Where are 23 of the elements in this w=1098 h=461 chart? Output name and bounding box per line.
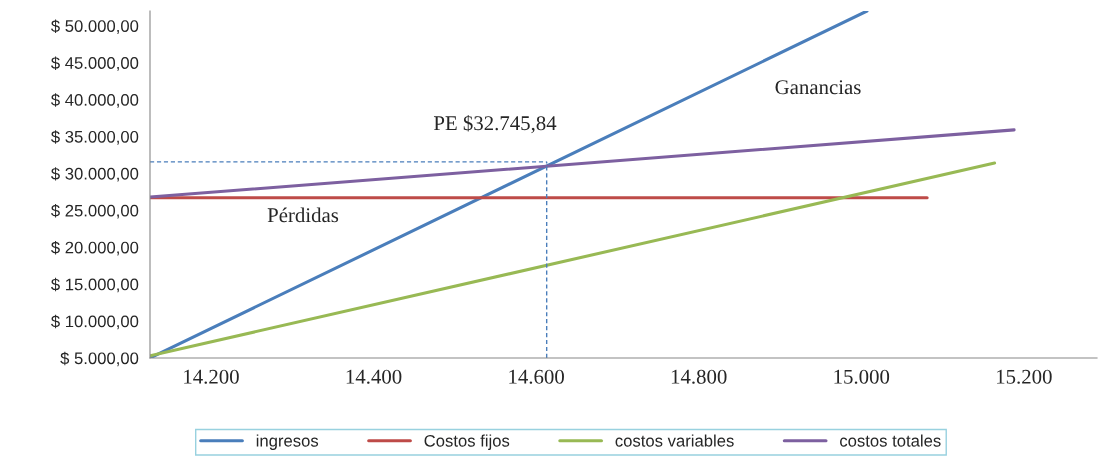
y-tick-label: $ 20.000,00 xyxy=(51,240,139,256)
y-tick-label: $ 45.000,00 xyxy=(51,56,139,71)
y-tick-label: $ 5.000,00 xyxy=(60,351,139,367)
legend-label: costos totales xyxy=(840,434,941,447)
y-tick-label: $ 35.000,00 xyxy=(51,130,139,145)
y-tick-label: $ 25.000,00 xyxy=(51,204,139,219)
x-tick-label: 14.200 xyxy=(184,369,239,384)
legend-label: Costos fijos xyxy=(424,434,510,450)
y-tick-label: $ 50.000,00 xyxy=(51,19,139,34)
legend-label: costos variables xyxy=(615,434,734,447)
annotation: Pérdidas xyxy=(267,207,339,223)
x-tick-label: 15.200 xyxy=(997,369,1052,384)
x-tick-label: 14.600 xyxy=(509,369,564,384)
y-tick-label: $ 10.000,00 xyxy=(51,314,139,330)
y-tick-label: $ 15.000,00 xyxy=(51,277,139,293)
y-tick-label: $ 30.000,00 xyxy=(51,167,139,182)
annotation: PE $32.745,84 xyxy=(433,114,557,134)
x-tick-label: 14.800 xyxy=(671,369,727,384)
x-tick-label: 14.400 xyxy=(346,369,402,384)
y-tick-label: $ 40.000,00 xyxy=(51,93,139,108)
annotation: Ganancias xyxy=(775,80,861,95)
x-tick-label: 15.000 xyxy=(834,369,890,384)
legend-label: ingresos xyxy=(256,434,319,450)
